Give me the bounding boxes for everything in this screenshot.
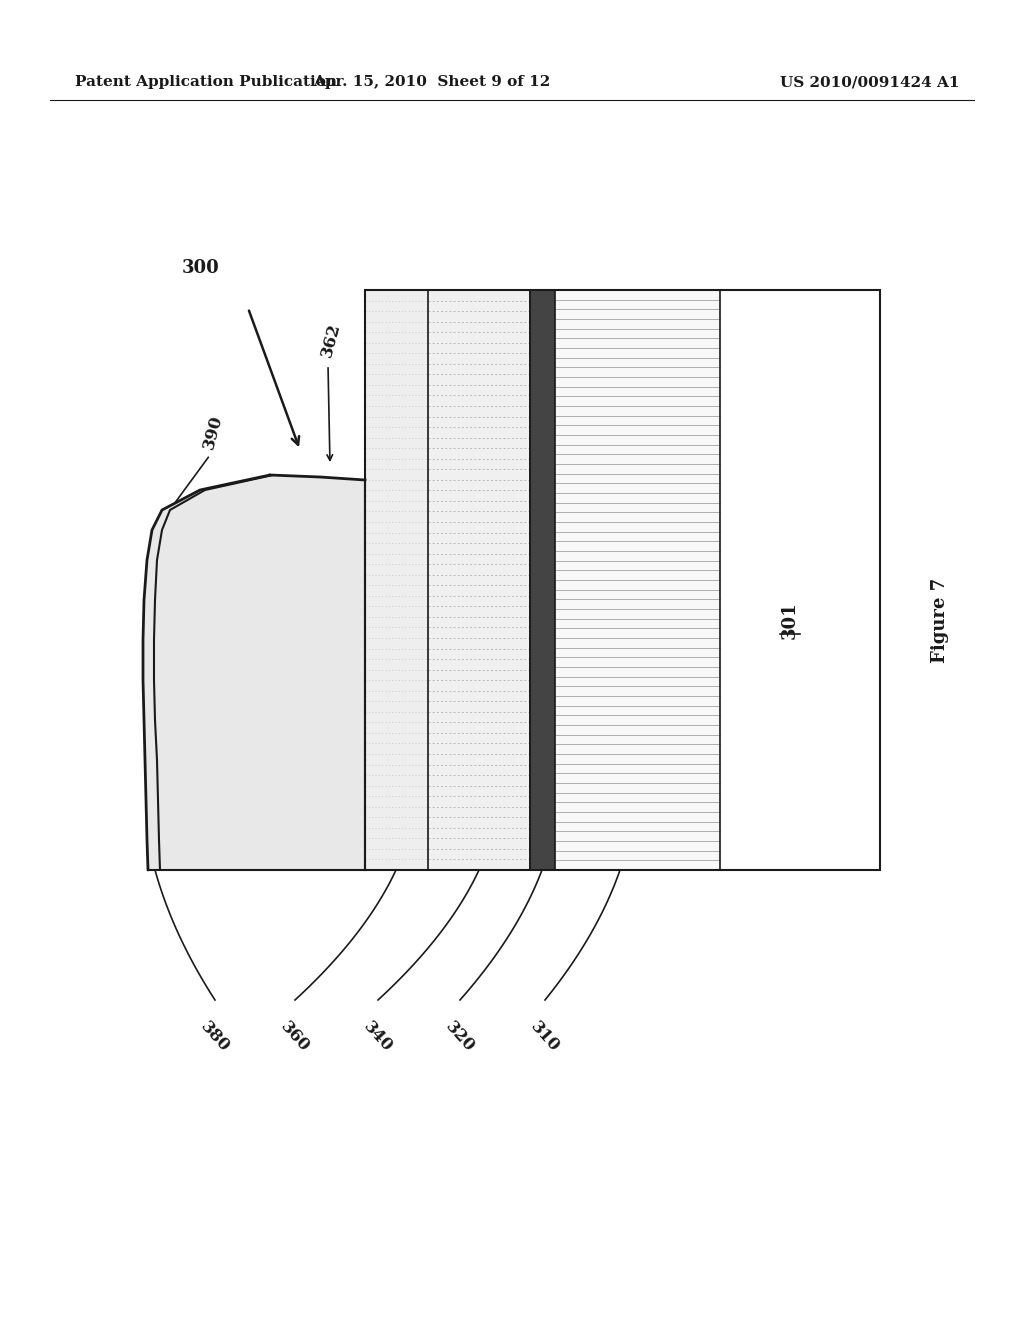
Text: 301: 301 <box>781 601 799 639</box>
Text: 380: 380 <box>197 1018 232 1055</box>
Text: 300: 300 <box>182 259 220 277</box>
Text: Apr. 15, 2010  Sheet 9 of 12: Apr. 15, 2010 Sheet 9 of 12 <box>313 75 551 88</box>
Polygon shape <box>143 475 365 870</box>
Bar <box>365 290 428 870</box>
Bar <box>365 290 880 870</box>
Text: Patent Application Publication: Patent Application Publication <box>75 75 337 88</box>
Bar <box>720 290 880 870</box>
Text: 320: 320 <box>442 1018 478 1055</box>
Text: 340: 340 <box>360 1018 396 1055</box>
Text: Figure 7: Figure 7 <box>931 577 949 663</box>
Bar <box>555 290 720 870</box>
Text: 390: 390 <box>200 413 225 451</box>
Bar <box>428 290 530 870</box>
Text: 362: 362 <box>318 321 343 359</box>
Text: US 2010/0091424 A1: US 2010/0091424 A1 <box>780 75 959 88</box>
Bar <box>530 290 555 870</box>
Text: 310: 310 <box>527 1018 563 1055</box>
Text: 360: 360 <box>278 1018 313 1055</box>
